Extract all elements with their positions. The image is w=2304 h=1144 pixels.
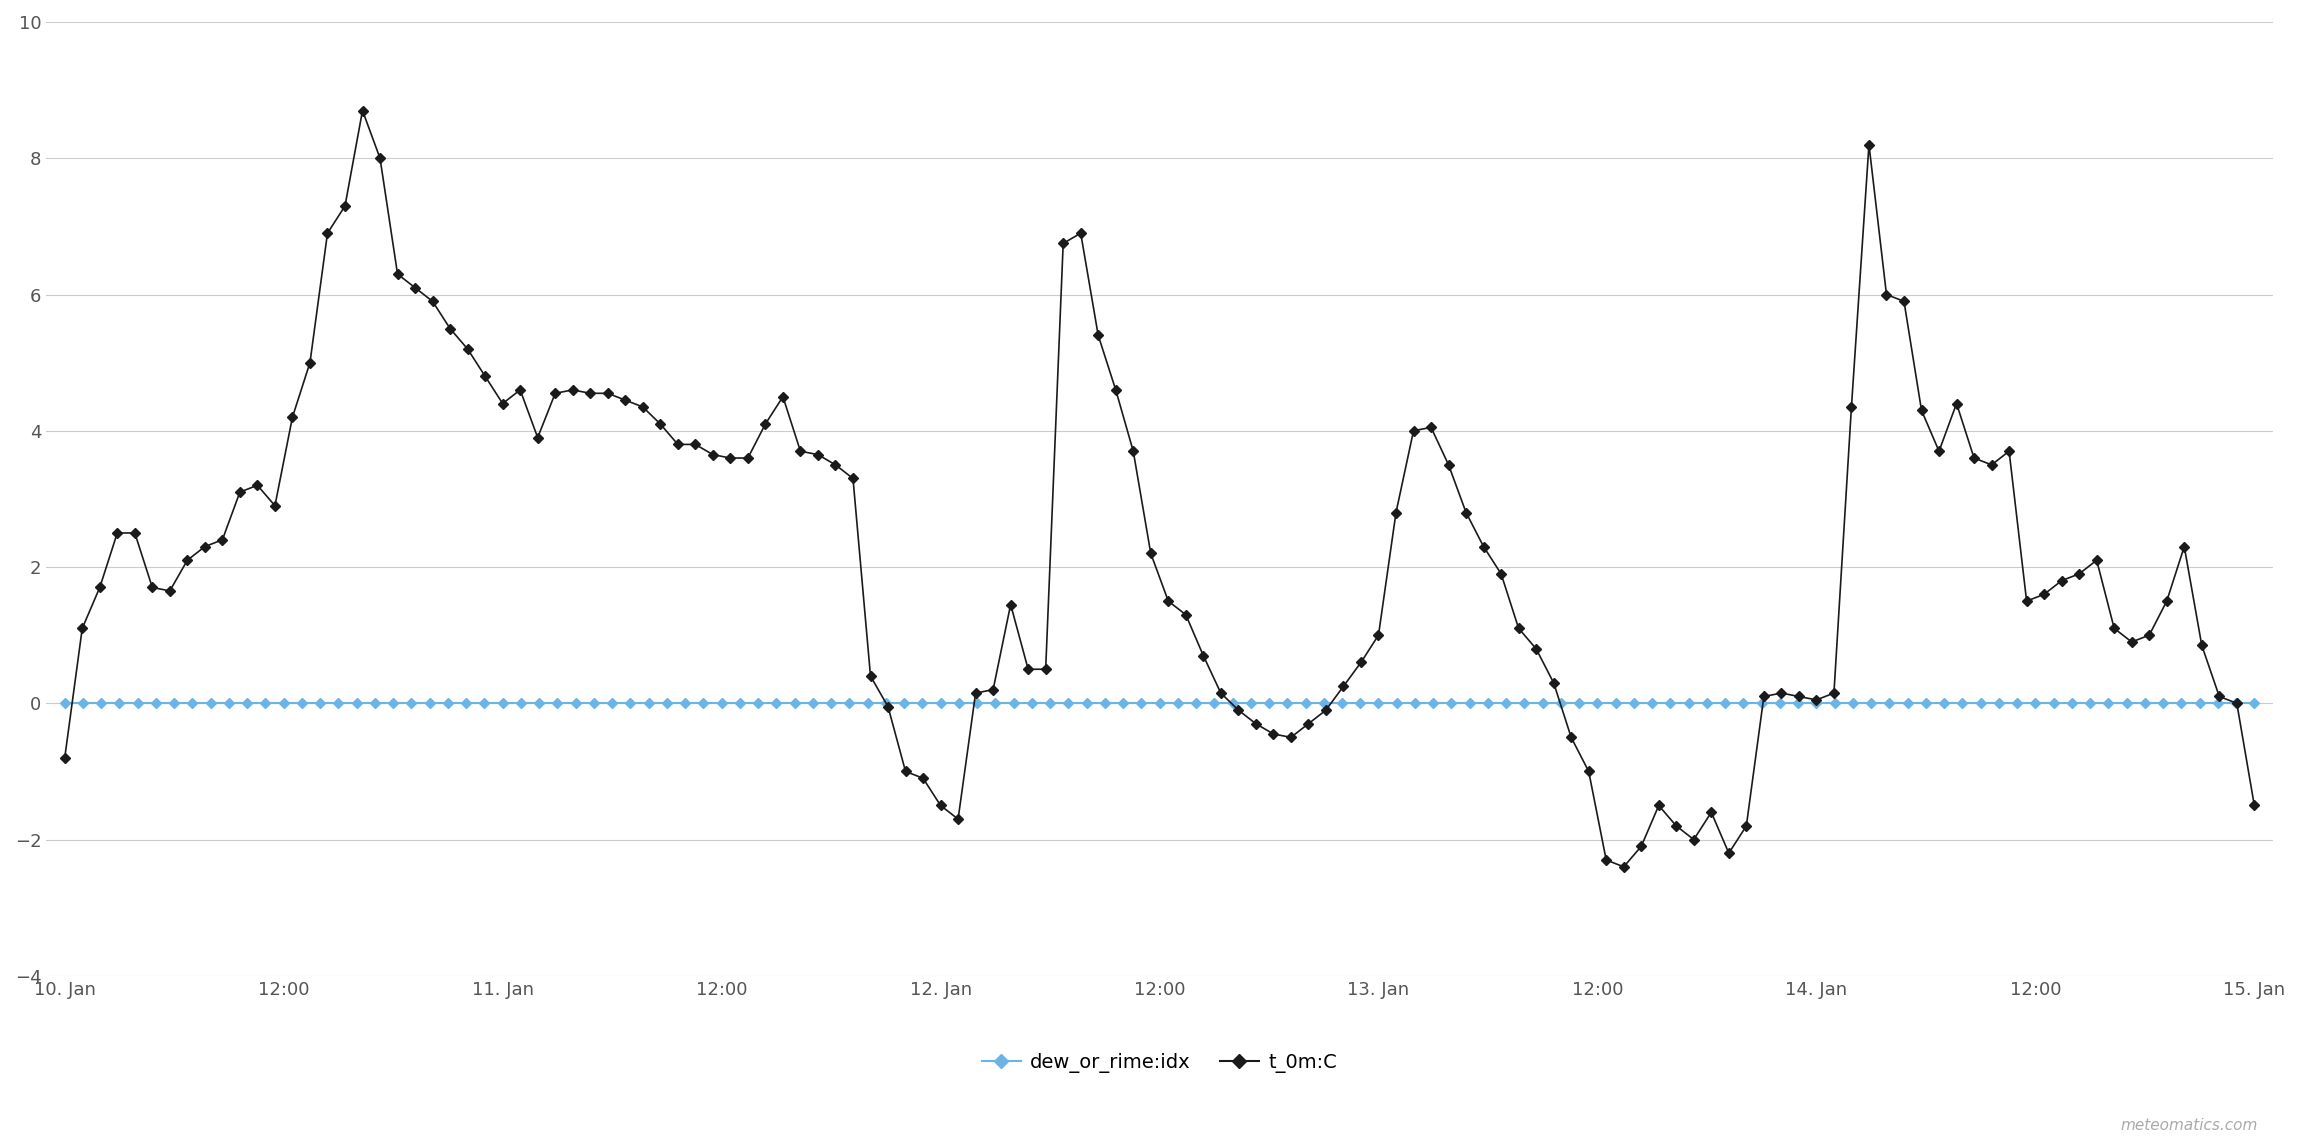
Legend: dew_or_rime:idx, t_0m:C: dew_or_rime:idx, t_0m:C [975,1044,1346,1081]
Text: meteomatics.com: meteomatics.com [2120,1118,2258,1133]
